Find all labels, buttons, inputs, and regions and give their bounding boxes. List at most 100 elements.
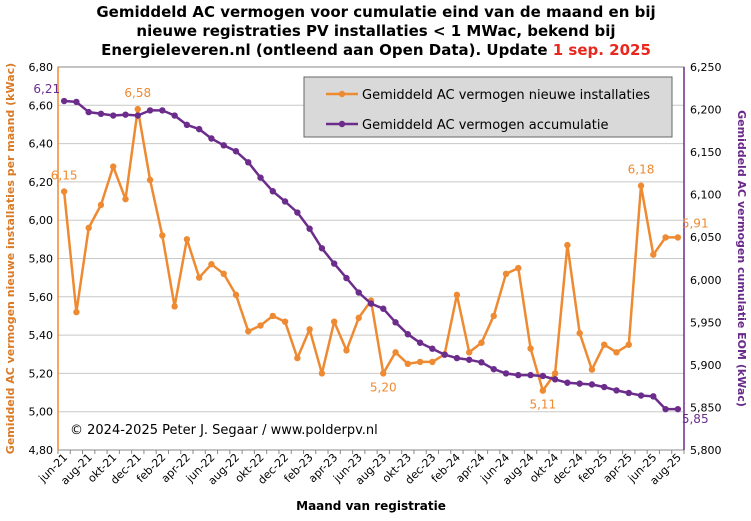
- data-point-new-installations: [220, 270, 227, 278]
- data-label: 5,11: [529, 398, 556, 412]
- data-point-new-installations: [650, 251, 657, 258]
- data-point-new-installations: [564, 241, 571, 249]
- x-axis: jun-21aug-21okt-21dec-21feb-22apr-22jun-…: [36, 450, 685, 487]
- data-point-accumulation: [122, 111, 129, 118]
- data-point-new-installations: [551, 370, 559, 377]
- data-point-accumulation: [232, 148, 240, 155]
- data-point-new-installations: [527, 345, 534, 352]
- data-point-accumulation: [625, 389, 632, 397]
- data-point-accumulation: [478, 359, 485, 366]
- data-point-accumulation: [564, 379, 571, 386]
- data-point-accumulation: [245, 159, 252, 166]
- data-point-new-installations: [183, 236, 191, 243]
- data-label: 6,18: [628, 163, 655, 177]
- title-line: Gemiddeld AC vermogen voor cumulatie ein…: [96, 3, 655, 21]
- data-point-accumulation: [637, 392, 645, 399]
- data-point-new-installations: [330, 318, 338, 325]
- data-point-accumulation: [453, 354, 461, 362]
- data-label: 5,91: [682, 216, 709, 230]
- title-text: nieuwe registraties PV installaties < 1 …: [136, 22, 615, 40]
- data-point-new-installations: [343, 347, 350, 354]
- data-point-accumulation: [490, 365, 497, 373]
- data-point-accumulation: [601, 383, 608, 391]
- data-label: 5,20: [370, 380, 397, 394]
- data-point-new-installations: [478, 339, 485, 346]
- legend-label: Gemiddeld AC vermogen accumulatie: [362, 118, 608, 133]
- data-point-accumulation: [183, 121, 191, 129]
- data-point-new-installations: [588, 366, 596, 373]
- data-point-accumulation: [318, 245, 326, 252]
- right-tick-label: 5,900: [690, 359, 722, 372]
- data-point-accumulation: [171, 112, 178, 119]
- right-axis-label: Gemiddeld AC vermogen cumulatie EOM (kWa…: [735, 110, 748, 407]
- data-point-accumulation: [110, 112, 117, 119]
- data-point-accumulation: [60, 97, 68, 105]
- data-point-accumulation: [159, 107, 166, 114]
- data-point-accumulation: [392, 319, 399, 326]
- data-point-new-installations: [318, 370, 326, 377]
- data-point-accumulation: [527, 371, 534, 379]
- data-point-new-installations: [257, 322, 264, 329]
- data-point-accumulation: [380, 305, 387, 312]
- data-point-accumulation: [576, 380, 583, 387]
- data-point-new-installations: [269, 312, 277, 320]
- annotations: 6,15 6,58 5,20 5,11 6,18 5,91 6,21 5,85: [33, 82, 708, 426]
- data-point-accumulation: [441, 351, 448, 358]
- data-point-accumulation: [416, 339, 424, 346]
- data-point-accumulation: [269, 188, 277, 195]
- data-point-accumulation: [85, 108, 92, 116]
- data-point-new-installations: [195, 274, 203, 281]
- data-point-new-installations: [134, 105, 141, 113]
- data-point-accumulation: [650, 393, 657, 400]
- left-tick-label: 6,20: [29, 176, 54, 189]
- data-point-new-installations: [601, 341, 608, 348]
- left-tick-label: 4,80: [29, 444, 54, 457]
- data-point-new-installations: [146, 176, 154, 184]
- left-tick-label: 5,00: [29, 406, 54, 419]
- right-tick-label: 5,950: [690, 316, 722, 329]
- data-point-new-installations: [539, 387, 547, 394]
- right-tick-label: 6,000: [690, 274, 722, 287]
- legend-box: [303, 76, 673, 138]
- data-point-accumulation: [404, 331, 412, 338]
- data-point-accumulation: [367, 300, 375, 307]
- right-y-axis: 5,800 5,850 5,900 5,950 6,000 6,050 6,100 6,150…: [683, 61, 722, 457]
- data-point-accumulation: [294, 209, 301, 216]
- data-point-accumulation: [588, 381, 596, 388]
- right-tick-label: 6,200: [690, 104, 722, 117]
- data-point-accumulation: [355, 289, 362, 296]
- legend-marker: [338, 120, 346, 128]
- data-point-new-installations: [380, 370, 387, 377]
- series-layer: [60, 97, 682, 413]
- right-tick-label: 5,800: [690, 444, 722, 457]
- series-line-accumulation: [64, 99, 678, 411]
- right-tick-label: 6,150: [690, 146, 722, 159]
- data-point-new-installations: [245, 328, 252, 335]
- left-tick-label: 5,40: [29, 329, 54, 342]
- title-line: Energieleveren.nl (ontleend aan Open Dat…: [101, 41, 651, 59]
- left-tick-label: 6,60: [29, 99, 54, 112]
- data-point-new-installations: [122, 195, 129, 203]
- right-tick-label: 5,850: [690, 401, 722, 414]
- data-point-new-installations: [490, 312, 497, 320]
- data-point-new-installations: [404, 360, 412, 368]
- left-axis-label: Gemiddeld AC vermogen nieuwe installatie…: [4, 63, 17, 454]
- data-label: 5,85: [682, 412, 709, 426]
- data-point-accumulation: [146, 107, 154, 114]
- data-point-accumulation: [220, 142, 227, 149]
- data-point-accumulation: [281, 198, 289, 205]
- data-point-new-installations: [453, 291, 461, 299]
- data-point-accumulation: [306, 225, 313, 232]
- data-point-accumulation: [343, 274, 350, 282]
- data-label: 6,15: [51, 168, 78, 182]
- title-text: Gemiddeld AC vermogen voor cumulatie ein…: [96, 3, 655, 21]
- title-text: Energieleveren.nl (ontleend aan Open Dat…: [101, 41, 553, 59]
- data-point-accumulation: [330, 260, 338, 267]
- left-tick-label: 5,60: [29, 291, 54, 304]
- data-point-new-installations: [159, 232, 166, 239]
- right-tick-label: 6,100: [690, 189, 722, 202]
- data-point-new-installations: [637, 182, 645, 189]
- data-point-accumulation: [662, 405, 669, 413]
- left-tick-label: 5,80: [29, 253, 54, 266]
- right-tick-label: 6,050: [690, 231, 722, 244]
